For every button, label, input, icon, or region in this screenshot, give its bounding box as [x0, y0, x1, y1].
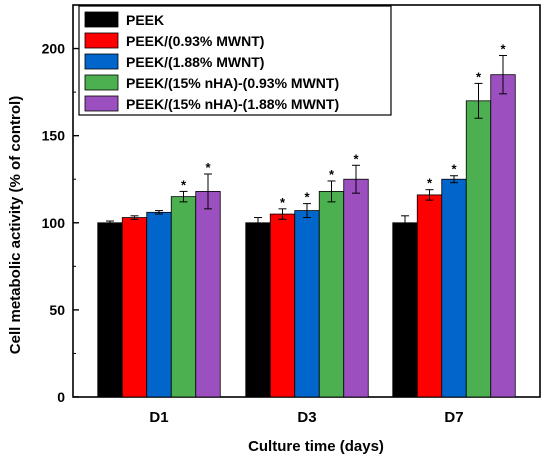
x-axis-label: Culture time (days) [248, 438, 384, 455]
legend-swatch [84, 32, 119, 49]
bar-d3-series-1 [245, 222, 271, 398]
significance-marker: * [205, 160, 211, 175]
legend-swatch [84, 53, 119, 70]
bar-d3-series-5 [343, 178, 369, 398]
significance-marker: * [427, 176, 433, 191]
legend-swatch [84, 11, 119, 28]
legend-label: PEEK/(0.93% MWNT) [126, 33, 264, 49]
y-tick-label: 200 [42, 41, 66, 57]
plot-area: 0 50 100 150 200 D1 * * D3 * * * * D7 * * * * [42, 4, 541, 426]
bar-d1-series-1 [97, 222, 123, 398]
significance-marker: * [476, 69, 482, 84]
legend-label: PEEK/(1.88% MWNT) [126, 54, 264, 70]
legend-label: PEEK/(15% nHA)-(1.88% MWNT) [126, 96, 339, 112]
legend-box [78, 5, 392, 116]
y-tick-label: 0 [57, 389, 65, 405]
y-tick-label: 150 [42, 128, 66, 144]
legend-label: PEEK/(15% nHA)-(0.93% MWNT) [126, 75, 339, 91]
y-tick-label: 100 [42, 215, 66, 231]
significance-marker: * [304, 190, 310, 205]
bar-d7-series-2 [416, 194, 443, 398]
significance-marker: * [353, 151, 359, 166]
bar-d1-series-2 [121, 217, 148, 398]
significance-marker: * [181, 177, 187, 192]
bar-d7-series-1 [392, 222, 418, 398]
x-tick-label-d7: D7 [444, 409, 463, 426]
significance-marker: * [451, 162, 457, 177]
legend-label: PEEK [126, 12, 164, 28]
x-tick-label-d3: D3 [297, 409, 316, 426]
significance-marker: * [329, 167, 335, 182]
significance-marker: * [280, 195, 286, 210]
legend-swatch [84, 95, 119, 112]
y-tick-label: 50 [49, 302, 65, 318]
significance-marker: * [500, 42, 506, 57]
bar-d3-series-4 [318, 191, 345, 398]
bar-d7-series-5 [490, 74, 516, 398]
legend-swatch [84, 74, 119, 91]
legend: PEEK PEEK/(0.93% MWNT) PEEK/(1.88% MWNT) PE… [78, 5, 392, 116]
x-tick-label-d1: D1 [149, 409, 168, 426]
bar-d1-series-4 [170, 196, 197, 398]
bar-d1-series-3 [146, 211, 172, 398]
bar-d7-series-4 [465, 100, 492, 398]
bar-d3-series-2 [269, 213, 296, 398]
bar-d1-series-5 [195, 191, 221, 398]
bar-d3-series-3 [294, 210, 320, 398]
bar-d7-series-3 [441, 178, 467, 398]
y-axis-label: Cell metabolic activity (% of control) [7, 96, 24, 354]
